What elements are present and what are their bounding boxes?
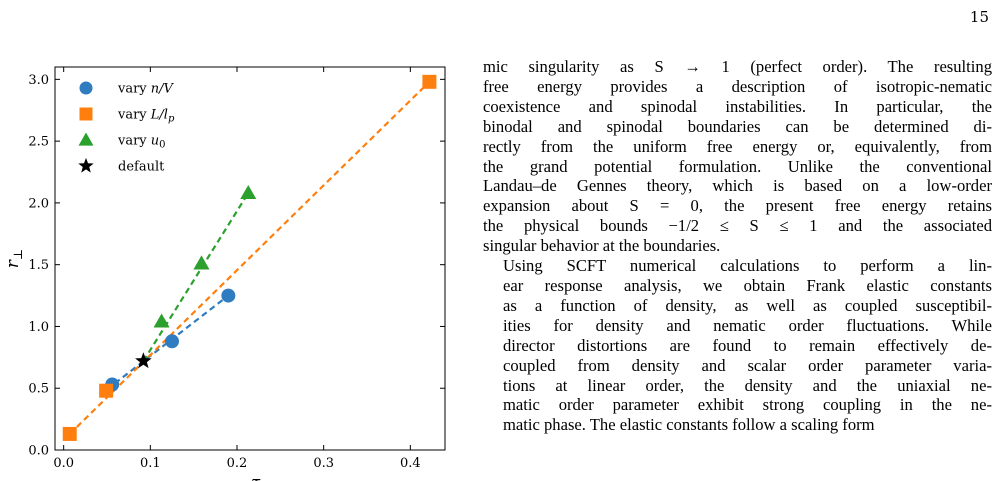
- paragraph-2: Using SCFT numerical calculations to per…: [483, 256, 992, 435]
- x-axis-label: ξQ: [250, 477, 269, 481]
- paragraph-2-line: matic order parameter exhibit strong cou…: [503, 395, 992, 415]
- legend-label: vary L/lp: [117, 108, 175, 125]
- data-point-star: [135, 352, 152, 369]
- y-tick-label: 0.5: [28, 382, 49, 397]
- paragraph-2-line: tions at linear order, the density and t…: [503, 375, 992, 395]
- data-point-triangle: [240, 184, 257, 200]
- fit-line: [142, 192, 250, 362]
- paragraph-2-line: director distortions are found to remain…: [503, 335, 992, 355]
- paragraph-2-line: as a function of density, as well as cou…: [503, 295, 992, 315]
- paragraph-1-line: Landau–de Gennes theory, which is based …: [483, 176, 992, 196]
- paragraph-2-line: Using SCFT numerical calculations to per…: [503, 256, 992, 276]
- paragraph-1-line: free energy provides a description of is…: [483, 76, 992, 96]
- y-tick-label: 1.0: [28, 320, 49, 335]
- data-point-square: [422, 74, 437, 89]
- x-tick-label: 0.3: [313, 456, 334, 471]
- paragraph-1-line: expansion about S = 0, the present free …: [483, 196, 992, 216]
- page-number: 15: [969, 8, 989, 26]
- scatter-chart: 0.0 0.1 0.2 0.3 0.4 0.0 0.5 1.0 1.5 2.0 2.5 3.0 ξQ r⊥…: [3, 66, 446, 481]
- legend-marker: [79, 81, 93, 95]
- plot-frame: [54, 66, 446, 451]
- fit-line: [106, 294, 230, 391]
- body-text: mic singularity as S → 1 (perfect order)…: [483, 57, 992, 435]
- data-point-circle: [165, 334, 179, 349]
- paragraph-2-line: matic phase. The elastic constants follo…: [503, 415, 875, 435]
- paragraph-1-line: singular behavior at the boundaries.: [483, 236, 721, 256]
- data-point-triangle: [193, 255, 210, 270]
- x-tick-label: 0.1: [140, 456, 161, 471]
- figure: 0.0 0.1 0.2 0.3 0.4 0.0 0.5 1.0 1.5 2.0 2.5 3.0 ξQ r⊥…: [0, 0, 470, 481]
- x-tick-label: 0.4: [400, 456, 421, 471]
- y-tick-label: 3.0: [28, 73, 49, 88]
- y-tick-label: 0.0: [28, 444, 49, 459]
- legend-marker: [79, 107, 93, 121]
- paragraph-1-line: the grand potential formulation. Unlike …: [483, 156, 992, 176]
- legend-label: vary u0: [117, 134, 166, 151]
- y-tick-label: 2.5: [28, 135, 49, 150]
- y-tick-label: 1.5: [28, 258, 49, 273]
- paragraph-1-line: the physical bounds −1/2 ≤ S ≤ 1 and the…: [483, 216, 992, 236]
- paragraph-2-line: ear response analysis, we obtain Frank e…: [503, 275, 992, 295]
- data-point-triangle: [153, 313, 170, 328]
- legend-marker: [78, 132, 94, 146]
- paragraph-1-line: mic singularity as S → 1 (perfect order)…: [483, 57, 992, 76]
- paragraph-1-line: coexistence and spinodal instabilities. …: [483, 96, 992, 116]
- paragraph-1: mic singularity as S → 1 (perfect order)…: [483, 57, 992, 256]
- x-tick-label: 0.0: [53, 456, 74, 471]
- paragraph-2-line: ities for density and nematic order fluc…: [503, 315, 992, 335]
- data-point-square: [99, 383, 114, 398]
- data-point-square: [62, 426, 77, 441]
- legend-label: default: [118, 160, 165, 175]
- x-tick-label: 0.2: [227, 456, 248, 471]
- data-point-circle: [221, 288, 236, 303]
- fit-line: [68, 81, 431, 435]
- paragraph-1-line: binodal and spinodal boundaries can be d…: [483, 116, 992, 136]
- legend-marker: [78, 157, 94, 173]
- legend-label: vary n/V: [117, 82, 175, 97]
- paragraph-1-line: rectly from the uniform free energy or, …: [483, 136, 992, 156]
- y-tick-label: 2.0: [28, 196, 49, 211]
- y-axis-label: r⊥: [3, 249, 25, 268]
- paragraph-2-line: coupled from density and scalar order pa…: [503, 355, 992, 375]
